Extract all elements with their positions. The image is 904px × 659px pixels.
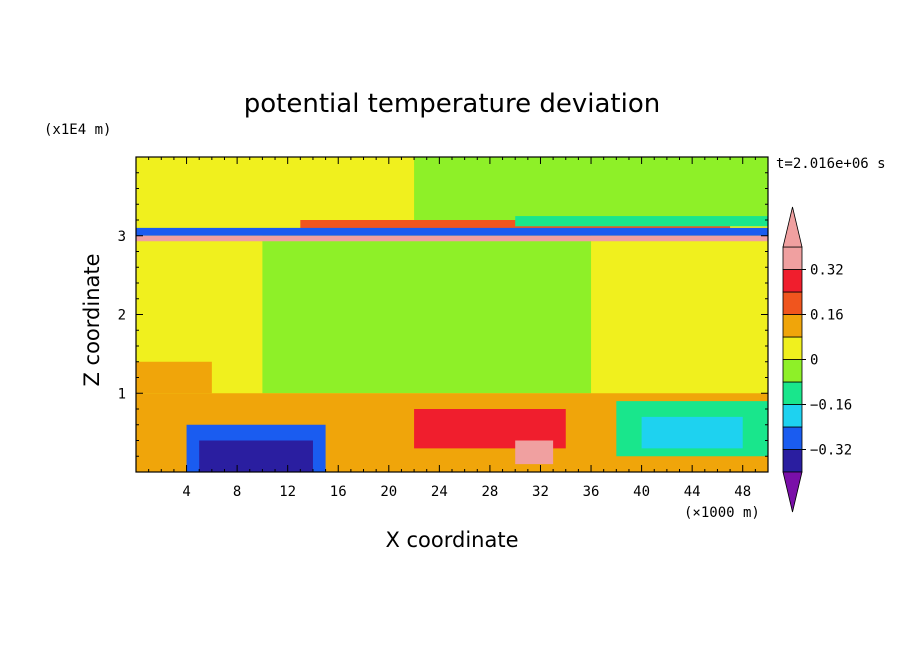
colorbar-segment (782, 246, 803, 270)
colorbar-label: 0 (810, 353, 818, 369)
colorbar-label: 0.16 (810, 308, 844, 324)
colorbar-segment (782, 269, 803, 293)
colorbar-max-triangle (782, 206, 803, 248)
colorbar-label: −0.32 (810, 443, 852, 459)
x-tick-label: 32 (532, 484, 549, 500)
colorbar-segment (782, 291, 803, 315)
x-tick-label: 48 (734, 484, 751, 500)
time-label: t=2.016e+06 s (776, 156, 886, 172)
colorbar: 0.32 0.16 0 −0.16 −0.32 (782, 206, 852, 513)
x-tick-label: 28 (481, 484, 498, 500)
colorbar-segment (782, 449, 803, 473)
contour-region (262, 235, 592, 394)
x-axis-label: X coordinate (385, 528, 518, 552)
contour-region (641, 416, 743, 449)
contour-region (136, 361, 212, 394)
y-tick-label: 2 (118, 308, 126, 324)
x-tick-label: 44 (684, 484, 701, 500)
x-tick-label: 4 (182, 484, 190, 500)
contour-region (414, 157, 768, 220)
contour-region (199, 440, 313, 472)
colorbar-segment (782, 314, 803, 338)
colorbar-segment (782, 426, 803, 450)
y-tick-label: 3 (118, 229, 126, 245)
colorbar-label: −0.16 (810, 398, 852, 414)
x-unit-label: (×1000 m) (684, 505, 760, 521)
x-tick-label: 24 (431, 484, 448, 500)
contour-region (515, 216, 768, 227)
colorbar-segment (782, 336, 803, 360)
contour-region (136, 227, 768, 236)
y-axis-label: Z coordinate (80, 253, 104, 386)
x-tick-label: 8 (233, 484, 241, 500)
colorbar-label: 0.32 (810, 263, 844, 279)
x-tick-label: 16 (330, 484, 347, 500)
x-tick-label: 12 (279, 484, 296, 500)
chart-title: potential temperature deviation (244, 89, 660, 119)
y-tick-label: 1 (118, 386, 126, 402)
contour-region (136, 235, 768, 242)
colorbar-segment (782, 404, 803, 428)
x-tick-label: 40 (633, 484, 650, 500)
colorbar-segment (782, 359, 803, 383)
x-tick-label: 36 (583, 484, 600, 500)
colorbar-segment (782, 381, 803, 405)
contour-field (136, 157, 768, 472)
colorbar-min-triangle (782, 471, 803, 513)
x-tick-label: 20 (380, 484, 397, 500)
y-unit-label: (x1E4 m) (44, 122, 111, 138)
contour-region (515, 440, 554, 465)
